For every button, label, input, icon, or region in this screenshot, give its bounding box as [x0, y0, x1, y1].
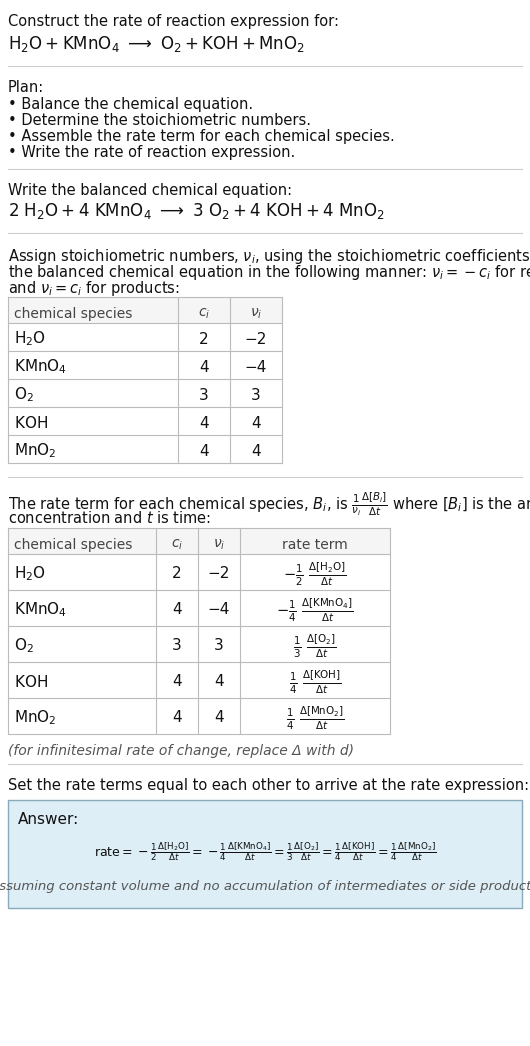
Text: −4: −4	[245, 360, 267, 374]
Text: $\mathrm{H_2O}$: $\mathrm{H_2O}$	[14, 565, 46, 584]
Text: Answer:: Answer:	[18, 812, 80, 827]
Text: 2: 2	[199, 332, 209, 346]
Text: $\mathrm{MnO_2}$: $\mathrm{MnO_2}$	[14, 708, 57, 727]
Text: $\mathrm{KMnO_4}$: $\mathrm{KMnO_4}$	[14, 358, 67, 377]
Text: (for infinitesimal rate of change, replace Δ with d): (for infinitesimal rate of change, repla…	[8, 744, 354, 758]
FancyBboxPatch shape	[8, 528, 390, 554]
Text: $\mathrm{O_2}$: $\mathrm{O_2}$	[14, 386, 34, 405]
Text: $\nu_i$: $\nu_i$	[250, 306, 262, 321]
Text: 3: 3	[251, 387, 261, 403]
Text: $\frac{1}{4}\ \frac{\Delta[\mathrm{KOH}]}{\Delta t}$: $\frac{1}{4}\ \frac{\Delta[\mathrm{KOH}]…	[289, 668, 341, 696]
Text: $\mathrm{O_2}$: $\mathrm{O_2}$	[14, 637, 34, 656]
Text: 3: 3	[214, 638, 224, 654]
Text: 3: 3	[199, 387, 209, 403]
Text: the balanced chemical equation in the following manner: $\nu_i = -c_i$ for react: the balanced chemical equation in the fo…	[8, 263, 530, 282]
Text: $\mathrm{KMnO_4}$: $\mathrm{KMnO_4}$	[14, 600, 67, 619]
Text: 4: 4	[199, 360, 209, 374]
Text: 4: 4	[172, 602, 182, 617]
Text: The rate term for each chemical species, $B_i$, is $\frac{1}{\nu_i}\frac{\Delta[: The rate term for each chemical species,…	[8, 491, 530, 519]
Text: $c_i$: $c_i$	[171, 538, 183, 552]
Text: $\frac{1}{4}\ \frac{\Delta[\mathrm{MnO_2}]}{\Delta t}$: $\frac{1}{4}\ \frac{\Delta[\mathrm{MnO_2…	[286, 704, 344, 732]
Text: −2: −2	[208, 567, 230, 582]
Text: $\mathrm{KOH}$: $\mathrm{KOH}$	[14, 674, 48, 690]
Text: Assign stoichiometric numbers, $\nu_i$, using the stoichiometric coefficients, $: Assign stoichiometric numbers, $\nu_i$, …	[8, 247, 530, 266]
Text: 4: 4	[214, 675, 224, 689]
Text: • Determine the stoichiometric numbers.: • Determine the stoichiometric numbers.	[8, 113, 311, 128]
Text: 2: 2	[172, 567, 182, 582]
Text: $\mathrm{rate} = -\frac{1}{2}\frac{\Delta[\mathrm{H_2O}]}{\Delta t}= -\frac{1}{4: $\mathrm{rate} = -\frac{1}{2}\frac{\Delt…	[93, 840, 437, 863]
Text: Set the rate terms equal to each other to arrive at the rate expression:: Set the rate terms equal to each other t…	[8, 778, 529, 793]
Text: • Balance the chemical equation.: • Balance the chemical equation.	[8, 97, 253, 112]
Text: and $\nu_i = c_i$ for products:: and $\nu_i = c_i$ for products:	[8, 279, 180, 298]
Text: $\mathrm{H_2O + KMnO_4 \ \longrightarrow \ O_2 + KOH + MnO_2}$: $\mathrm{H_2O + KMnO_4 \ \longrightarrow…	[8, 35, 305, 54]
Text: chemical species: chemical species	[14, 538, 132, 552]
Text: 4: 4	[199, 444, 209, 458]
Text: $\nu_i$: $\nu_i$	[213, 538, 225, 552]
Text: • Assemble the rate term for each chemical species.: • Assemble the rate term for each chemic…	[8, 129, 395, 144]
Text: −4: −4	[208, 602, 230, 617]
Text: 4: 4	[214, 710, 224, 726]
Text: Write the balanced chemical equation:: Write the balanced chemical equation:	[8, 183, 292, 198]
Text: • Write the rate of reaction expression.: • Write the rate of reaction expression.	[8, 145, 295, 160]
Text: Plan:: Plan:	[8, 79, 44, 95]
Text: $\frac{1}{3}\ \frac{\Delta[\mathrm{O_2}]}{\Delta t}$: $\frac{1}{3}\ \frac{\Delta[\mathrm{O_2}]…	[294, 632, 337, 660]
Text: 4: 4	[251, 444, 261, 458]
Text: 4: 4	[172, 675, 182, 689]
Text: 4: 4	[251, 415, 261, 431]
Text: Construct the rate of reaction expression for:: Construct the rate of reaction expressio…	[8, 14, 339, 29]
Text: 4: 4	[199, 415, 209, 431]
Text: rate term: rate term	[282, 538, 348, 552]
Text: $-\frac{1}{2}\ \frac{\Delta[\mathrm{H_2O}]}{\Delta t}$: $-\frac{1}{2}\ \frac{\Delta[\mathrm{H_2O…	[284, 561, 347, 588]
Text: $\mathrm{MnO_2}$: $\mathrm{MnO_2}$	[14, 441, 57, 460]
Text: $-\frac{1}{4}\ \frac{\Delta[\mathrm{KMnO_4}]}{\Delta t}$: $-\frac{1}{4}\ \frac{\Delta[\mathrm{KMnO…	[276, 596, 354, 623]
Text: $\mathrm{2\ H_2O + 4\ KMnO_4 \ \longrightarrow \ 3\ O_2 + 4\ KOH + 4\ MnO_2}$: $\mathrm{2\ H_2O + 4\ KMnO_4 \ \longrigh…	[8, 201, 385, 221]
Text: 3: 3	[172, 638, 182, 654]
Text: −2: −2	[245, 332, 267, 346]
FancyBboxPatch shape	[8, 800, 522, 908]
Text: chemical species: chemical species	[14, 306, 132, 321]
FancyBboxPatch shape	[8, 297, 282, 323]
Text: (assuming constant volume and no accumulation of intermediates or side products): (assuming constant volume and no accumul…	[0, 880, 530, 893]
Text: concentration and $t$ is time:: concentration and $t$ is time:	[8, 510, 211, 526]
Text: 4: 4	[172, 710, 182, 726]
Text: $\mathrm{KOH}$: $\mathrm{KOH}$	[14, 415, 48, 431]
Text: $c_i$: $c_i$	[198, 306, 210, 321]
Text: $\mathrm{H_2O}$: $\mathrm{H_2O}$	[14, 329, 46, 348]
